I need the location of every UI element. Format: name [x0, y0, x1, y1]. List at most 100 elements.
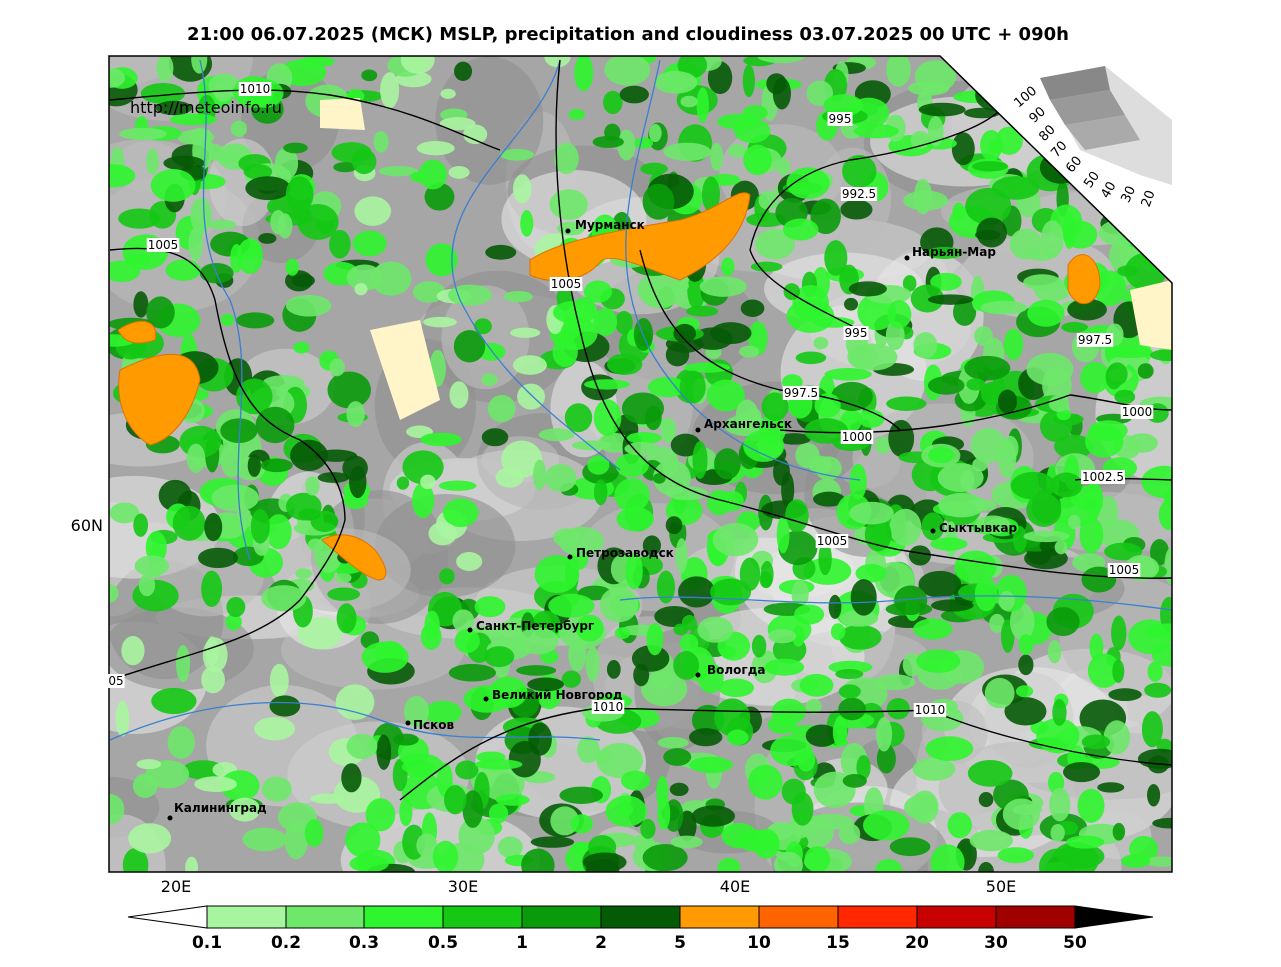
precip [1150, 228, 1164, 254]
precip [1067, 298, 1107, 321]
isobar-label-bg [146, 238, 180, 252]
precip [564, 403, 593, 433]
city-dot [930, 528, 936, 534]
precip [568, 108, 585, 121]
precip [930, 272, 962, 291]
precip [876, 744, 896, 774]
precip [354, 283, 368, 296]
precip [424, 700, 462, 725]
precip [497, 836, 523, 859]
precip [761, 392, 789, 421]
precip [254, 717, 296, 741]
city-dot [483, 696, 489, 702]
precip [739, 345, 760, 358]
precip [743, 430, 785, 462]
precip [1144, 682, 1172, 698]
precip [561, 670, 581, 688]
precip [283, 142, 308, 154]
precip [772, 77, 791, 110]
precip [927, 376, 965, 395]
precip [584, 379, 630, 390]
precip [474, 596, 506, 618]
precip [420, 474, 436, 490]
precip [912, 757, 956, 781]
precip [714, 448, 741, 480]
isobar-label: 997.5 [784, 386, 818, 400]
isobar-label-bg [1120, 405, 1154, 419]
precip [1052, 698, 1067, 726]
precip [592, 135, 624, 148]
precip [1109, 346, 1154, 359]
legend-label: 10 [747, 933, 771, 953]
precip [938, 492, 986, 518]
precip [805, 724, 838, 747]
precip [838, 697, 866, 721]
precip [1158, 499, 1172, 531]
precip [341, 763, 362, 793]
precip [831, 381, 873, 411]
precip [755, 228, 795, 260]
precip [599, 587, 639, 623]
precip [242, 827, 287, 852]
precip [791, 580, 809, 608]
precip [974, 325, 993, 346]
city-dot [904, 255, 910, 261]
precip [735, 399, 759, 432]
precip [850, 579, 877, 616]
precip [706, 489, 733, 516]
precip [665, 486, 708, 501]
precip [118, 208, 161, 229]
precip [428, 521, 457, 546]
precip [220, 418, 258, 444]
precip [558, 526, 605, 557]
precip [712, 522, 759, 557]
precip [804, 846, 831, 872]
inset-label: 50 [1081, 169, 1103, 191]
precip [764, 658, 805, 676]
legend-label: 0.1 [192, 933, 222, 953]
legend-label: 50 [1063, 933, 1087, 953]
precip [640, 162, 668, 175]
precip [439, 117, 476, 131]
precip [706, 379, 745, 412]
coastline [619, 595, 1172, 611]
precip [1081, 566, 1117, 593]
precip [969, 829, 1014, 852]
precip [269, 695, 301, 717]
precip [1147, 783, 1161, 807]
isobar-label: 1000 [842, 430, 873, 444]
legend-swatch [837, 905, 918, 929]
precip [824, 367, 872, 381]
legend-swatch [206, 905, 287, 929]
precip [849, 343, 898, 371]
precip [894, 585, 928, 616]
precip [250, 509, 270, 544]
precip [805, 698, 822, 715]
inset-band [1050, 90, 1125, 125]
legend-label: 0.3 [349, 933, 379, 953]
precip [751, 634, 767, 658]
precip [965, 187, 1012, 225]
precip [1048, 395, 1069, 412]
precip [1087, 653, 1121, 688]
isobar-label: 05 [108, 674, 123, 688]
precip [452, 609, 475, 633]
precip [317, 472, 350, 483]
precip [804, 418, 849, 444]
precip [378, 165, 418, 177]
precip [570, 814, 593, 834]
precip [201, 666, 225, 694]
precip [122, 847, 149, 872]
isobar [109, 89, 501, 151]
precip [454, 61, 473, 82]
precip [918, 570, 962, 598]
precip [236, 312, 275, 329]
precip [774, 851, 803, 872]
precip [663, 748, 692, 766]
precip [329, 229, 351, 259]
precip [119, 127, 167, 141]
precip [748, 764, 783, 800]
precip [681, 614, 697, 631]
precip [156, 56, 174, 82]
url: http://meteoinfo.ru [130, 98, 282, 117]
